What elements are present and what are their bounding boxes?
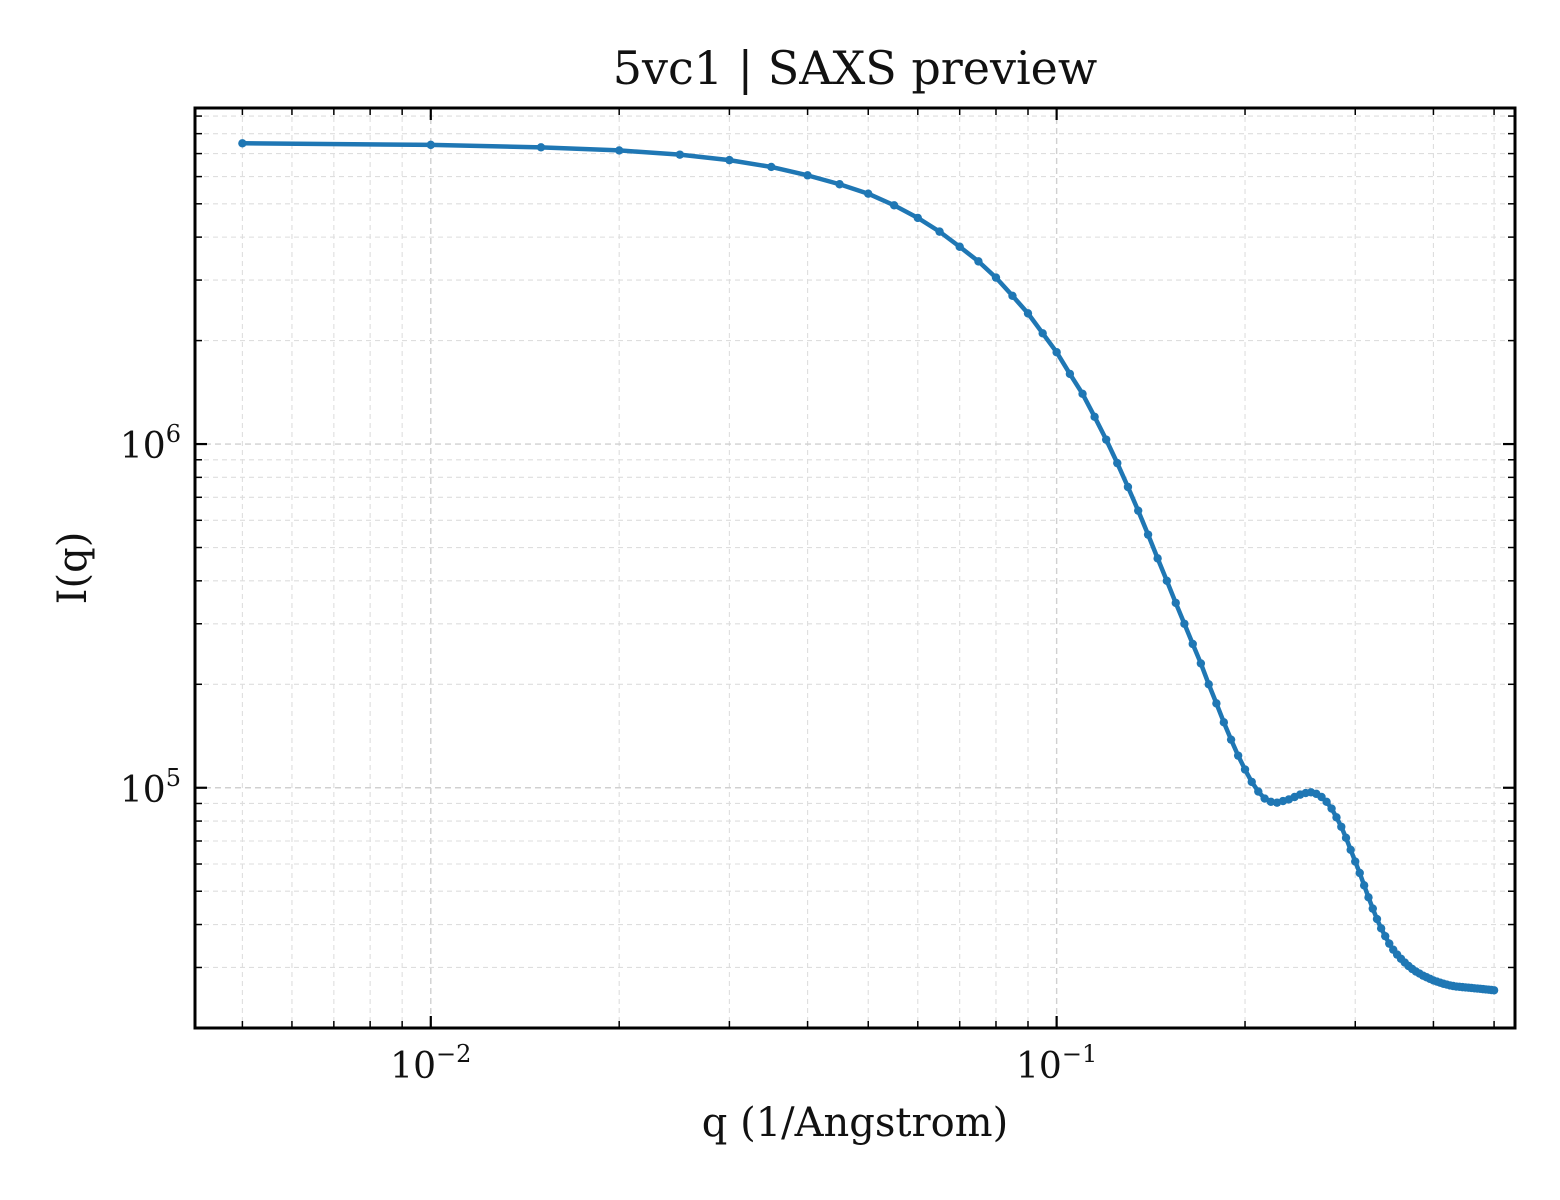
data-point xyxy=(1090,412,1099,422)
y-tick-label: 106 xyxy=(120,420,181,467)
data-point xyxy=(1038,329,1047,338)
data-point xyxy=(1364,893,1373,902)
data-point xyxy=(974,257,983,266)
data-point xyxy=(1162,576,1172,586)
data-point xyxy=(1359,881,1369,890)
data-point xyxy=(1351,857,1360,866)
data-point xyxy=(1101,435,1111,444)
plot-frame xyxy=(193,106,1517,1030)
data-point xyxy=(1372,914,1382,924)
data-point xyxy=(1212,699,1221,708)
data-point xyxy=(1322,797,1331,807)
data-point xyxy=(1113,458,1122,468)
data-point xyxy=(1226,735,1236,744)
data-point xyxy=(1153,554,1162,563)
data-point xyxy=(889,201,899,210)
data-point xyxy=(1204,680,1213,689)
data-point xyxy=(675,150,685,159)
y-tick-label: 105 xyxy=(120,764,181,811)
data-point xyxy=(1219,718,1229,727)
data-point xyxy=(955,242,964,251)
data-point xyxy=(1240,765,1250,774)
data-point xyxy=(1171,598,1180,608)
data-point xyxy=(1254,787,1263,796)
data-point xyxy=(1188,639,1197,649)
data-point xyxy=(1180,619,1189,628)
data-point xyxy=(1233,751,1243,760)
data-point xyxy=(1247,777,1256,787)
data-point xyxy=(1065,369,1075,379)
data-point xyxy=(614,146,624,155)
data-point xyxy=(426,140,435,150)
data-point xyxy=(1332,813,1341,822)
data-point xyxy=(1355,868,1364,878)
data-point xyxy=(1078,389,1087,399)
data-point xyxy=(864,189,873,198)
data-point xyxy=(1489,986,1499,995)
x-axis-label: q (1/Angstrom) xyxy=(702,1100,1008,1146)
x-tick-label: 10−2 xyxy=(390,1040,471,1087)
chart-title: 5vc1 | SAXS preview xyxy=(613,41,1098,95)
x-tick-label: 10−1 xyxy=(1016,1040,1097,1087)
data-point xyxy=(536,143,546,152)
data-point xyxy=(1052,348,1061,357)
data-point xyxy=(835,180,844,189)
data-point xyxy=(1368,904,1377,913)
data-point xyxy=(1327,804,1336,813)
ticks: 10−2 10−1 105 106 xyxy=(120,108,1515,1087)
data-point xyxy=(935,227,944,236)
data-point xyxy=(1385,939,1394,948)
series-layer xyxy=(238,139,1499,995)
data-point xyxy=(767,162,776,172)
data-point xyxy=(1196,659,1206,668)
data-point xyxy=(991,273,1001,282)
y-axis-label: I(q) xyxy=(50,532,96,605)
data-point xyxy=(1341,833,1351,843)
data-point xyxy=(1381,931,1390,941)
data-point xyxy=(1008,291,1017,300)
data-point xyxy=(1337,822,1346,831)
data-point xyxy=(1266,797,1276,807)
data-point xyxy=(803,171,812,180)
data-point xyxy=(1260,794,1269,803)
data-point xyxy=(1376,924,1386,933)
data-point xyxy=(1346,845,1355,854)
data-point xyxy=(1023,309,1033,318)
data-point xyxy=(913,213,922,223)
data-point xyxy=(1143,530,1153,539)
data-point xyxy=(725,155,734,165)
grid xyxy=(195,108,1515,1029)
data-point xyxy=(238,139,247,148)
data-point xyxy=(1123,482,1133,492)
data-point xyxy=(1134,506,1143,515)
